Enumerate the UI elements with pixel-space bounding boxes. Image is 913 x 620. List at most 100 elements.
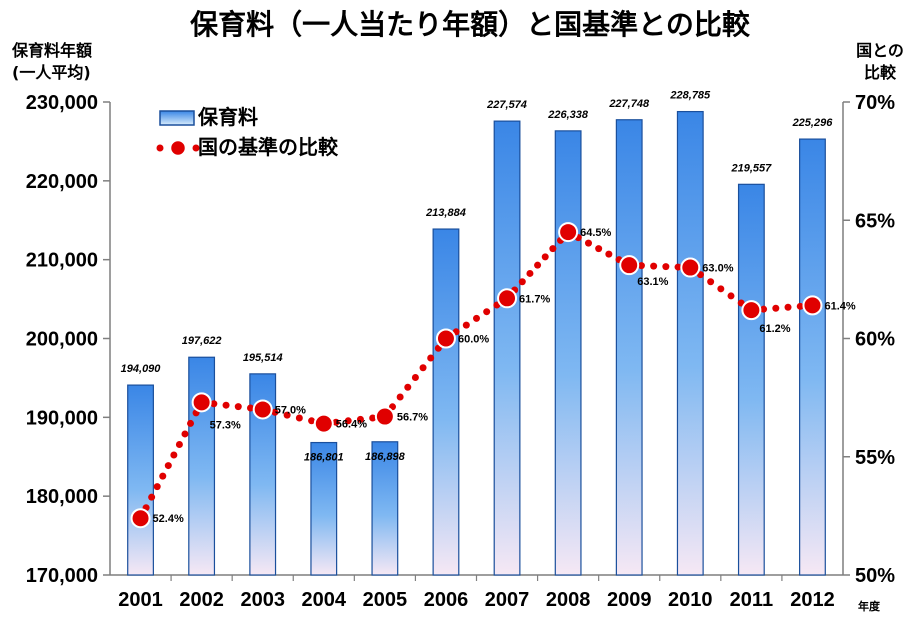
x-tick-label: 2004 <box>302 589 347 611</box>
line-dot <box>541 253 549 261</box>
line-dot <box>246 404 254 412</box>
line-point <box>435 328 456 349</box>
line-dot <box>483 308 491 316</box>
x-tick-label: 2011 <box>730 589 773 611</box>
line-dot <box>727 292 735 300</box>
line-value-label: 63.0% <box>702 263 733 275</box>
x-tick-label: 2012 <box>790 589 835 611</box>
legend-line-swatch <box>156 139 200 157</box>
line-dot <box>526 269 534 277</box>
left-tick-label: 210,000 <box>26 250 98 272</box>
bar-labels-group: 194,090 197,622 195,514 186,801 186,898 213,8… <box>121 90 834 464</box>
right-tick-label: 70% <box>855 92 895 114</box>
line-dot <box>210 400 218 408</box>
line-dot <box>595 245 603 253</box>
bar-value-label: 194,090 <box>121 363 162 375</box>
line-dot <box>549 245 557 253</box>
bar-value-label: 213,884 <box>425 207 466 219</box>
bar-value-label: 195,514 <box>243 352 283 364</box>
bar <box>371 441 399 576</box>
line-dot <box>772 304 780 312</box>
left-tick-label: 200,000 <box>26 329 98 351</box>
bar <box>554 130 582 576</box>
right-tick-label: 55% <box>855 447 895 469</box>
line-value-label: 63.1% <box>637 276 668 288</box>
bar <box>615 119 643 576</box>
line-dot <box>473 314 480 322</box>
line-value-label: 56.7% <box>397 412 428 424</box>
line-dot <box>181 430 189 438</box>
line-point <box>802 295 823 316</box>
bar-value-label: 228,785 <box>669 90 711 102</box>
bar-value-label: 186,898 <box>365 451 406 463</box>
x-tick-label: 2009 <box>607 589 652 611</box>
bar-value-label: 225,296 <box>792 117 834 129</box>
line-dot <box>234 403 242 411</box>
line-dot <box>674 263 682 271</box>
x-tick-label: 2007 <box>485 589 530 611</box>
x-axis-title: 年度 <box>858 599 881 613</box>
line-dot <box>404 383 412 391</box>
line-dot <box>784 303 792 311</box>
line-dot <box>344 417 352 425</box>
line-dot <box>295 414 303 422</box>
line-dot <box>175 440 183 448</box>
x-tick-label: 2002 <box>179 589 224 611</box>
left-tick-label: 220,000 <box>26 171 98 193</box>
right-axis-title-line2: 比較 <box>864 63 897 82</box>
line-dot <box>411 374 419 382</box>
left-tick-label: 190,000 <box>26 407 98 429</box>
line-point <box>374 406 395 427</box>
line-dot <box>717 285 725 293</box>
line-dot <box>222 401 230 409</box>
line-dot <box>584 239 592 247</box>
line-series-group: 52.4% 57.3% 57.0% 56.4% 56.7% 60.0% 61.7% 64.5%… <box>130 222 856 529</box>
bar <box>737 183 765 576</box>
line-dot <box>332 418 340 426</box>
line-value-label: 64.5% <box>580 227 611 239</box>
line-value-label: 56.4% <box>336 419 367 431</box>
line-dot <box>159 472 167 480</box>
x-tick-label: 2003 <box>240 589 285 611</box>
x-tick-label: 2005 <box>363 589 408 611</box>
line-dot <box>796 302 804 310</box>
line-dot <box>396 393 404 401</box>
right-tick-label: 60% <box>855 329 895 351</box>
line-dot <box>369 414 377 422</box>
bar-value-label: 227,574 <box>486 99 527 111</box>
right-axis-title-line1: 国との <box>856 41 904 60</box>
line-point <box>252 399 273 420</box>
line-dot <box>419 364 427 372</box>
line-point <box>130 508 151 529</box>
line-dot <box>760 305 768 313</box>
line-dot <box>164 462 172 470</box>
line-dot <box>534 261 542 269</box>
bar <box>127 384 154 576</box>
line-dot <box>187 419 195 427</box>
right-tick-label: 50% <box>855 565 895 587</box>
left-tick-label: 180,000 <box>26 486 98 508</box>
x-tick-label: 2010 <box>668 589 713 611</box>
legend-line-label: 国の基準の比較 <box>198 135 339 159</box>
legend: 保育料 国の基準の比較 <box>156 105 339 159</box>
line-point <box>741 300 762 321</box>
line-dot <box>356 415 364 423</box>
left-tick-label: 170,000 <box>26 565 98 587</box>
left-tick-label: 230,000 <box>26 92 98 114</box>
bar-value-label: 186,801 <box>304 452 344 464</box>
bar-value-label: 227,748 <box>608 98 650 110</box>
bar <box>310 441 338 576</box>
line-dot <box>650 262 658 270</box>
line-point <box>558 222 579 243</box>
bar <box>188 356 216 576</box>
line-point <box>191 392 212 413</box>
line-value-label: 61.4% <box>824 300 855 312</box>
line-value-label: 60.0% <box>458 334 489 346</box>
line-dot <box>170 451 178 459</box>
chart-title: 保育料（一人当たり年額）と国基準との比較 <box>190 8 751 41</box>
bar <box>432 228 460 576</box>
x-tick-label: 2008 <box>546 589 591 611</box>
line-dot <box>462 321 470 329</box>
right-tick-label: 65% <box>855 210 895 232</box>
